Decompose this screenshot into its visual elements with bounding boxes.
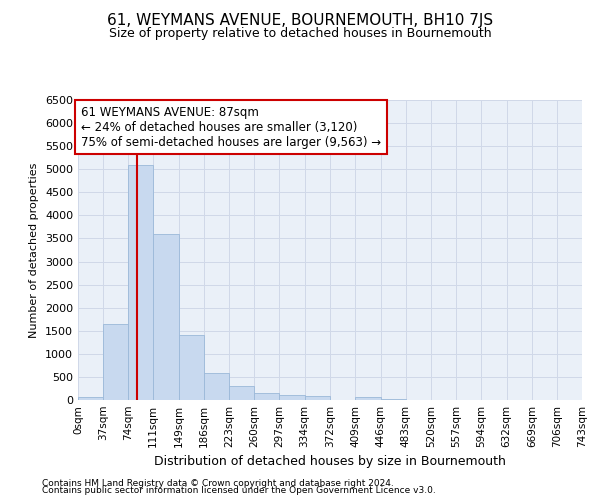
- Bar: [380, 399, 406, 400]
- Text: 61, WEYMANS AVENUE, BOURNEMOUTH, BH10 7JS: 61, WEYMANS AVENUE, BOURNEMOUTH, BH10 7J…: [107, 12, 493, 28]
- Bar: [305, 396, 331, 400]
- Bar: [204, 373, 229, 400]
- Bar: [254, 392, 280, 400]
- Text: 61 WEYMANS AVENUE: 87sqm
← 24% of detached houses are smaller (3,120)
75% of sem: 61 WEYMANS AVENUE: 87sqm ← 24% of detach…: [81, 106, 381, 148]
- Bar: [128, 164, 153, 400]
- Bar: [78, 397, 103, 400]
- Bar: [179, 336, 204, 400]
- X-axis label: Distribution of detached houses by size in Bournemouth: Distribution of detached houses by size …: [154, 456, 506, 468]
- Text: Contains HM Land Registry data © Crown copyright and database right 2024.: Contains HM Land Registry data © Crown c…: [42, 478, 394, 488]
- Bar: [280, 396, 305, 400]
- Bar: [355, 397, 380, 400]
- Text: Size of property relative to detached houses in Bournemouth: Size of property relative to detached ho…: [109, 28, 491, 40]
- Bar: [153, 234, 179, 400]
- Bar: [229, 386, 254, 400]
- Bar: [103, 324, 128, 400]
- Y-axis label: Number of detached properties: Number of detached properties: [29, 162, 40, 338]
- Text: Contains public sector information licensed under the Open Government Licence v3: Contains public sector information licen…: [42, 486, 436, 495]
